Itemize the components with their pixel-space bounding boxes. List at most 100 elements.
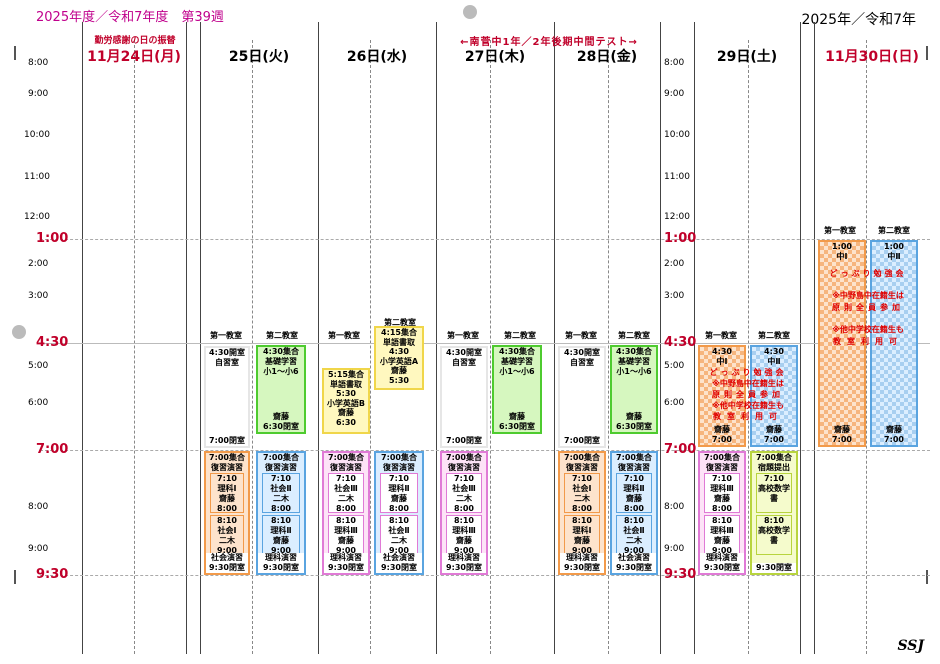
time-label-major: 7:00	[664, 442, 697, 457]
block-text: 復習演習	[211, 463, 243, 472]
room-label: 第二教室	[618, 331, 650, 340]
day-header-sun: 11月30日(日)	[825, 49, 919, 65]
time-label-major: 4:30	[36, 335, 69, 350]
day-divider	[814, 22, 815, 654]
room-divider	[748, 40, 749, 654]
day-divider	[694, 22, 695, 654]
study-session-block: 4:30 中Ⅰ 齋藤 7:00	[698, 345, 746, 447]
room-label: 第二教室	[384, 318, 416, 327]
block-text: 7:00閉室	[209, 436, 245, 445]
time-line-7pm	[40, 450, 930, 451]
week-title: 2025年度／令和7年度 第39週	[36, 10, 224, 25]
day-header-mon: 11月24日(月)	[87, 49, 181, 65]
crop-mark	[14, 46, 16, 60]
block-text: 7:00集合	[209, 453, 245, 462]
time-label: 9:00	[28, 89, 49, 99]
room-divider	[608, 40, 609, 654]
block-text: 基礎学習	[265, 357, 297, 366]
time-label: 9:00	[664, 544, 685, 554]
time-label-major: 1:00	[664, 231, 697, 246]
time-label: 10:00	[664, 130, 690, 140]
room-divider	[866, 40, 867, 654]
room-label: 第一教室	[565, 331, 597, 340]
time-label: 6:00	[664, 398, 685, 408]
study-session-block: 4:30 中Ⅱ 齋藤 7:00	[750, 345, 798, 447]
study-session-notice: どっぷり勉強会 ※中野島中在籍生は 原則全員参加 ※他中学校在籍生も 教室利用可	[709, 368, 787, 421]
room-label: 第一教室	[210, 331, 242, 340]
class-block: 4:30集合 基礎学習 小1～小6 齋藤 6:30閉室	[610, 345, 658, 434]
block-text: 6:30閉室	[263, 422, 299, 431]
time-label: 8:00	[28, 502, 49, 512]
time-label: 5:00	[664, 361, 685, 371]
time-label: 11:00	[664, 172, 690, 182]
study-session-notice: どっぷり勉強会 ※中野島中在籍生は 原則全員参加 ※他中学校在籍生も 教室利用可	[829, 269, 907, 346]
day-divider	[82, 22, 83, 654]
time-line-430	[40, 343, 930, 344]
time-label: 2:00	[664, 259, 685, 269]
time-label: 2:00	[28, 259, 49, 269]
day-header-fri: 28日(金)	[576, 49, 638, 65]
crop-mark	[926, 46, 928, 60]
time-label: 8:00	[664, 502, 685, 512]
class-block: 4:30集合 基礎学習 小1～小6 齋藤 6:30閉室	[492, 345, 542, 434]
author-signature: SSJ	[897, 638, 924, 654]
study-room-block: 4:30開室 自習室 7:00閉室	[440, 346, 488, 448]
room-label: 第二教室	[878, 226, 910, 235]
time-label-major: 4:30	[664, 335, 697, 350]
study-room-block: 4:30開室 自習室 7:00閉室	[204, 346, 250, 448]
block-text: 小1～小6	[263, 367, 299, 376]
evening-class-block: 7:00集合 復習演習 7:10 社会Ⅱ 二木 8:00 8:10 理科Ⅱ 齋藤 9:00 理…	[256, 451, 306, 575]
evening-class-block: 7:00集合 復習演習 7:10 理科Ⅱ 齋藤 8:00 8:10 社会Ⅱ 二木 9:00 社…	[374, 451, 424, 575]
day-header-sat: 29日(土)	[716, 49, 778, 65]
time-line-1pm	[40, 239, 930, 240]
time-label: 11:00	[24, 172, 50, 182]
day-divider	[436, 22, 437, 654]
day-header-wed: 26日(水)	[346, 49, 408, 65]
room-label: 第一教室	[328, 331, 360, 340]
room-divider	[490, 40, 491, 654]
evening-class-block: 7:00集合 復習演習 7:10 理科Ⅰ 齋藤 8:00 8:10 社会Ⅰ 二木 9:00 社…	[204, 451, 250, 575]
time-label-major: 9:30	[36, 567, 69, 582]
english-class-block: 4:15集合 単語書取 4:30 小学英語A 齋藤 5:30	[374, 326, 424, 390]
binder-hole-top	[463, 5, 477, 19]
day-header-tue: 25日(火)	[228, 49, 290, 65]
time-label: 3:00	[664, 291, 685, 301]
time-line-930	[40, 575, 930, 576]
room-label: 第二教室	[758, 331, 790, 340]
day-divider	[318, 22, 319, 654]
time-label: 12:00	[24, 212, 50, 222]
time-label-major: 1:00	[36, 231, 69, 246]
room-label: 第一教室	[705, 331, 737, 340]
evening-class-block: 7:00集合 復習演習 7:10 理科Ⅲ 齋藤 8:00 8:10 理科Ⅲ 齋藤 9:00 理…	[698, 451, 746, 575]
room-divider	[134, 40, 135, 654]
class-block: 4:30集合 基礎学習 小1～小6 齋藤 6:30閉室	[256, 345, 306, 434]
day-divider	[186, 22, 187, 654]
day-header-thu: 27日(木)	[464, 49, 526, 65]
time-label: 9:00	[28, 544, 49, 554]
block-text: 4:30開室	[209, 348, 245, 357]
time-label: 9:00	[664, 89, 685, 99]
evening-class-block: 7:00集合 復習演習 7:10 理科Ⅱ 齋藤 8:00 8:10 社会Ⅱ 二木 9:00 社…	[610, 451, 658, 575]
day-divider	[554, 22, 555, 654]
block-text: 齋藤	[273, 412, 289, 421]
time-label: 3:00	[28, 291, 49, 301]
time-label: 6:00	[28, 398, 49, 408]
block-text: 4:30集合	[263, 347, 299, 356]
day-divider	[660, 22, 661, 654]
year-title: 2025年／令和7年	[801, 12, 916, 28]
room-label: 第一教室	[447, 331, 479, 340]
time-label: 5:00	[28, 361, 49, 371]
study-session-block: 1:00 中Ⅱ 齋藤 7:00	[870, 240, 918, 447]
time-label-major: 7:00	[36, 442, 69, 457]
holiday-note: 勤労感謝の日の振替	[94, 36, 176, 46]
evening-class-block: 7:00集合 宿題提出 7:10 高校数学書 8:10 高校数学書 9:30閉室	[750, 451, 798, 575]
time-label: 12:00	[664, 212, 690, 222]
time-label-major: 9:30	[664, 567, 697, 582]
crop-mark	[926, 570, 928, 584]
time-label: 8:00	[28, 58, 49, 68]
room-label: 第一教室	[824, 226, 856, 235]
block-text: 自習室	[215, 358, 239, 367]
time-label: 8:00	[664, 58, 685, 68]
exam-banner: ←南菅中1年／2年後期中間テスト→	[460, 37, 638, 48]
crop-mark	[14, 570, 16, 584]
